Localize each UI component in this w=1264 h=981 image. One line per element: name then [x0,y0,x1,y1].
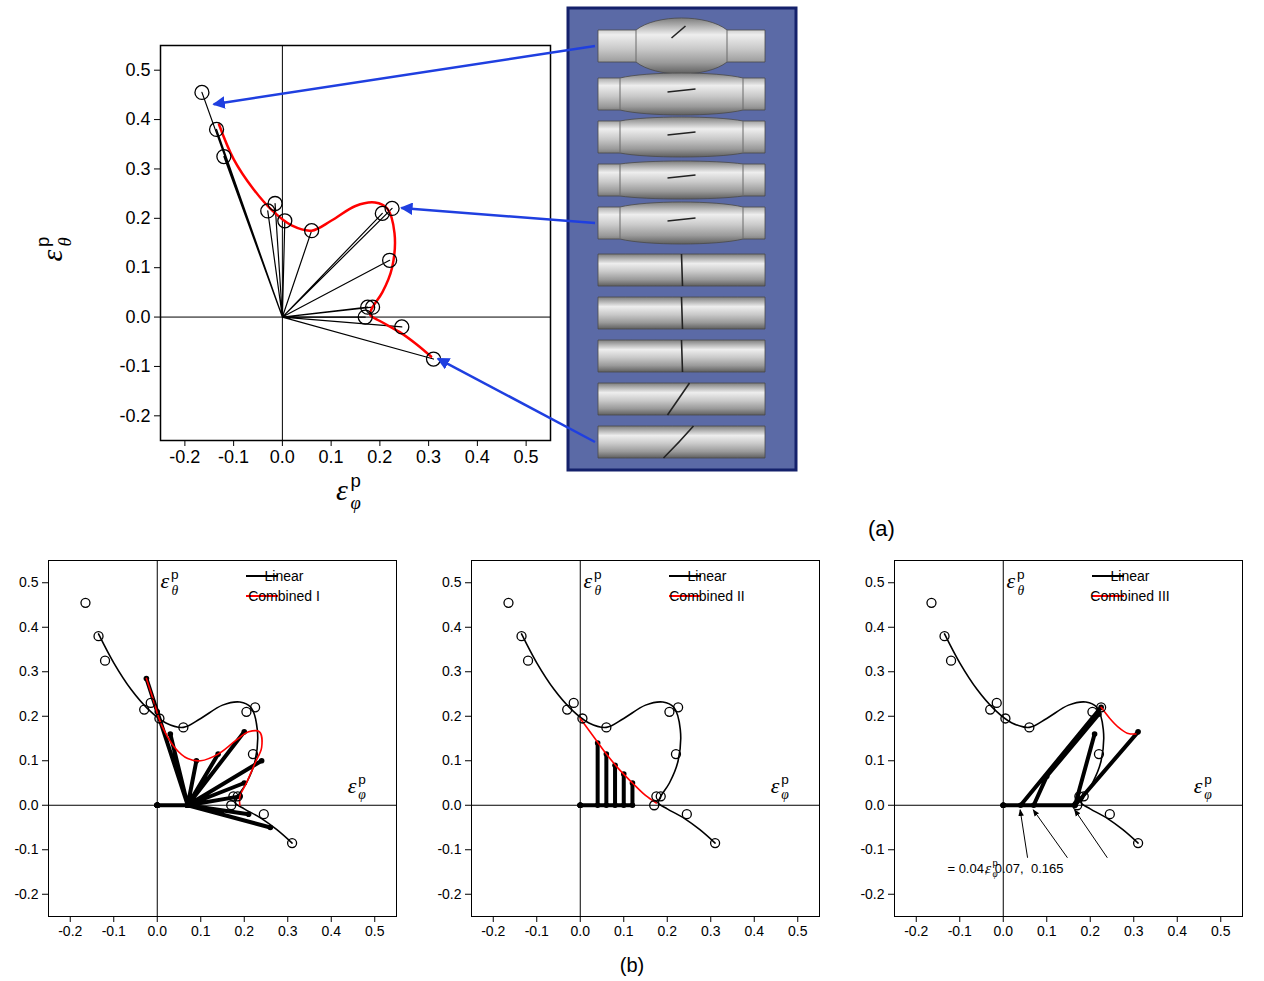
svg-text:0.5: 0.5 [788,923,808,939]
svg-text:0.2: 0.2 [442,708,462,724]
svg-text:0.4: 0.4 [745,923,765,939]
svg-text:(b): (b) [620,954,644,976]
svg-text:0.1: 0.1 [442,752,462,768]
svg-text:0.1: 0.1 [19,752,39,768]
svg-text:φ: φ [1204,787,1212,802]
svg-text:0.0: 0.0 [442,797,462,813]
svg-text:0.4: 0.4 [442,619,462,635]
svg-text:-0.2: -0.2 [119,406,150,426]
svg-text:p: p [781,772,789,787]
svg-text:0.5: 0.5 [442,574,462,590]
svg-text:0.4: 0.4 [1168,923,1188,939]
svg-text:θ: θ [172,583,179,598]
svg-text:-0.1: -0.1 [437,841,461,857]
svg-text:-0.1: -0.1 [860,841,884,857]
svg-text:0.4: 0.4 [125,109,150,129]
svg-text:0.5: 0.5 [865,574,885,590]
svg-text:-0.2: -0.2 [58,923,82,939]
svg-text:0.3: 0.3 [19,663,39,679]
svg-text:p: p [1204,772,1212,787]
svg-text:= 0.04, 0.07, 0.165: = 0.04, 0.07, 0.165 [944,861,1064,876]
svg-text:0.3: 0.3 [1124,923,1144,939]
svg-text:0.0: 0.0 [148,923,168,939]
svg-text:ε: ε [1006,568,1015,593]
svg-text:θ: θ [1018,583,1025,598]
svg-text:Combined I: Combined I [248,588,320,604]
svg-text:0.5: 0.5 [365,923,385,939]
svg-text:(a): (a) [868,516,895,541]
svg-text:0.2: 0.2 [658,923,678,939]
svg-text:0.5: 0.5 [19,574,39,590]
svg-text:0.5: 0.5 [514,447,539,467]
svg-text:0.3: 0.3 [416,447,441,467]
svg-text:-0.2: -0.2 [481,923,505,939]
svg-text:φ: φ [350,492,360,513]
svg-text:ε: ε [336,473,348,506]
svg-text:p: p [350,470,360,491]
svg-text:ε: ε [348,773,357,798]
svg-text:-0.1: -0.1 [14,841,38,857]
svg-text:Linear: Linear [265,568,304,584]
svg-text:ε: ε [771,773,780,798]
svg-text:θ: θ [595,583,602,598]
svg-text:-0.2: -0.2 [860,886,884,902]
svg-text:p: p [171,567,179,582]
svg-text:p: p [358,772,366,787]
svg-text:Combined II: Combined II [669,588,744,604]
svg-text:0.3: 0.3 [701,923,721,939]
svg-text:0.1: 0.1 [125,257,150,277]
svg-text:0.0: 0.0 [19,797,39,813]
svg-text:φ: φ [358,787,366,802]
svg-text:0.0: 0.0 [994,923,1014,939]
svg-text:p: p [594,567,602,582]
svg-text:0.3: 0.3 [442,663,462,679]
svg-text:0.5: 0.5 [1211,923,1231,939]
svg-text:ε: ε [35,250,68,262]
svg-text:0.0: 0.0 [270,447,295,467]
svg-text:-0.2: -0.2 [437,886,461,902]
svg-text:Combined III: Combined III [1090,588,1169,604]
svg-text:0.2: 0.2 [1081,923,1101,939]
svg-text:ε: ε [1194,773,1203,798]
svg-text:-0.2: -0.2 [904,923,928,939]
svg-text:0.2: 0.2 [125,208,150,228]
svg-text:0.2: 0.2 [19,708,39,724]
svg-text:0.3: 0.3 [125,159,150,179]
svg-text:0.4: 0.4 [19,619,39,635]
svg-text:θ: θ [54,237,75,246]
svg-text:0.1: 0.1 [614,923,634,939]
svg-text:-0.1: -0.1 [948,923,972,939]
svg-text:φ: φ [781,787,789,802]
svg-text:0.2: 0.2 [865,708,885,724]
svg-text:0.4: 0.4 [465,447,490,467]
svg-text:0.4: 0.4 [322,923,342,939]
svg-text:p: p [32,237,53,247]
svg-text:-0.1: -0.1 [102,923,126,939]
svg-text:-0.1: -0.1 [218,447,249,467]
svg-text:0.3: 0.3 [278,923,298,939]
svg-text:-0.1: -0.1 [525,923,549,939]
svg-text:0.0: 0.0 [571,923,591,939]
svg-text:Linear: Linear [688,568,727,584]
svg-text:0.0: 0.0 [865,797,885,813]
svg-text:0.4: 0.4 [865,619,885,635]
svg-text:0.5: 0.5 [125,60,150,80]
svg-text:0.3: 0.3 [865,663,885,679]
svg-text:Linear: Linear [1111,568,1150,584]
svg-text:-0.2: -0.2 [169,447,200,467]
svg-text:-0.1: -0.1 [119,356,150,376]
svg-text:0.2: 0.2 [367,447,392,467]
svg-text:0.1: 0.1 [191,923,211,939]
svg-text:0.1: 0.1 [319,447,344,467]
svg-text:p: p [1017,567,1025,582]
svg-text:ε: ε [160,568,169,593]
svg-text:0.0: 0.0 [125,307,150,327]
svg-text:ε: ε [583,568,592,593]
svg-text:-0.2: -0.2 [14,886,38,902]
svg-text:0.1: 0.1 [1037,923,1057,939]
svg-text:0.2: 0.2 [235,923,255,939]
svg-text:0.1: 0.1 [865,752,885,768]
